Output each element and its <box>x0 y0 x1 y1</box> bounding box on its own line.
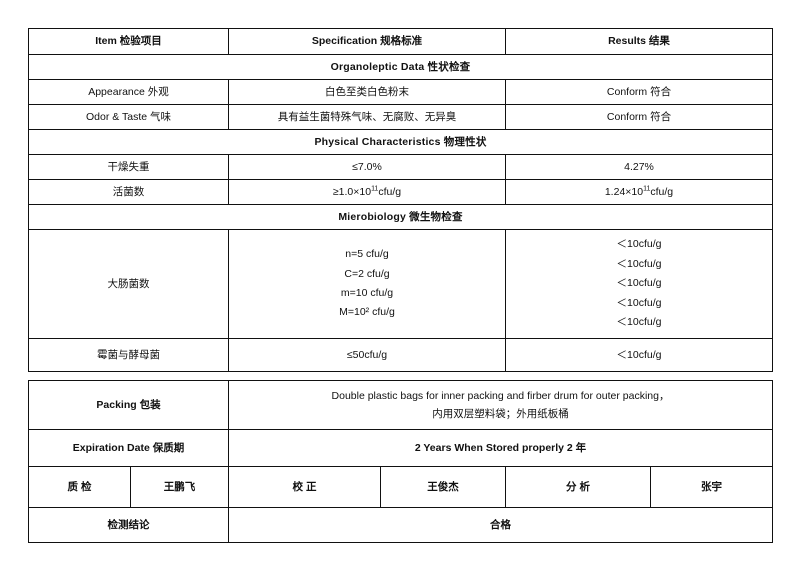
section-title: Organoleptic Data 性状检查 <box>28 54 773 80</box>
table-row: Odor & Taste 气味 具有益生菌特殊气味、无腐败、无异臭 Confor… <box>28 104 773 130</box>
row-item: Odor & Taste 气味 <box>28 104 229 130</box>
row-specification: 具有益生菌特殊气味、无腐败、无异臭 <box>228 104 506 130</box>
signature-role-verify: 校 正 <box>228 466 381 508</box>
result-suffix: cfu/g <box>650 185 674 198</box>
result-line: ＜10cfu/g <box>616 257 662 270</box>
row-result: 1.24×1011cfu/g <box>505 179 773 205</box>
row-specification: n=5 cfu/g C=2 cfu/g m=10 cfu/g M=10² cfu… <box>228 229 506 339</box>
header-item: Item 检验项目 <box>28 28 229 55</box>
spec-line: n=5 cfu/g <box>345 248 389 261</box>
table-row: Appearance 外观 白色至类白色粉末 Conform 符合 <box>28 79 773 105</box>
packing-row: Packing 包装 Double plastic bags for inner… <box>28 380 773 430</box>
header-specification: Specification 规格标准 <box>228 28 506 55</box>
row-result: ＜10cfu/g ＜10cfu/g ＜10cfu/g ＜10cfu/g ＜10c… <box>505 229 773 339</box>
spec-suffix: cfu/g <box>378 185 402 198</box>
row-result: 4.27% <box>505 154 773 180</box>
table-row: 霉菌与酵母菌 ≤50cfu/g ＜10cfu/g <box>28 338 773 372</box>
expiration-value: 2 Years When Stored properly 2 年 <box>228 429 773 467</box>
row-item: Appearance 外观 <box>28 79 229 105</box>
row-result: Conform 符合 <box>505 79 773 105</box>
section-band-organoleptic: Organoleptic Data 性状检查 <box>28 54 773 80</box>
row-specification: 白色至类白色粉末 <box>228 79 506 105</box>
row-item: 活菌数 <box>28 179 229 205</box>
signature-role-qc: 质 检 <box>28 466 131 508</box>
conclusion-row: 检测结论 合格 <box>28 507 773 543</box>
table-row: 大肠菌数 n=5 cfu/g C=2 cfu/g m=10 cfu/g M=10… <box>28 229 773 339</box>
expiration-label: Expiration Date 保质期 <box>28 429 229 467</box>
spec-line-stack: n=5 cfu/g C=2 cfu/g m=10 cfu/g M=10² cfu… <box>232 245 502 323</box>
result-line-stack: ＜10cfu/g ＜10cfu/g ＜10cfu/g ＜10cfu/g ＜10c… <box>509 235 769 332</box>
result-line: ＜10cfu/g <box>616 238 662 251</box>
result-line: ＜10cfu/g <box>616 316 662 329</box>
row-specification: ≤7.0% <box>228 154 506 180</box>
signature-role-analysis: 分 析 <box>505 466 651 508</box>
packing-label: Packing 包装 <box>28 380 229 430</box>
packing-line-en: Double plastic bags for inner packing an… <box>331 389 670 402</box>
spec-prefix: ≥1.0×10 <box>332 185 372 198</box>
table-row: 干燥失重 ≤7.0% 4.27% <box>28 154 773 180</box>
packing-and-signoff-table: Packing 包装 Double plastic bags for inner… <box>28 380 773 543</box>
spec-line: M=10² cfu/g <box>339 306 395 319</box>
packing-value: Double plastic bags for inner packing an… <box>228 380 773 430</box>
section-title: Physical Characteristics 物理性状 <box>28 129 773 155</box>
result-line: ＜10cfu/g <box>616 277 662 290</box>
result-exponent: 11 <box>643 185 651 193</box>
table-row: 活菌数 ≥1.0×1011cfu/g 1.24×1011cfu/g <box>28 179 773 205</box>
row-item: 霉菌与酵母菌 <box>28 338 229 372</box>
section-band-microbiology: Mierobiology 微生物检查 <box>28 204 773 230</box>
spec-exponent: 11 <box>371 185 379 193</box>
result-prefix: 1.24×10 <box>604 185 644 198</box>
spec-line: m=10 cfu/g <box>340 287 394 299</box>
spec-line: C=2 cfu/g <box>344 267 390 280</box>
header-results: Results 结果 <box>505 28 773 55</box>
row-item: 大肠菌数 <box>28 229 229 339</box>
row-item: 干燥失重 <box>28 154 229 180</box>
row-specification: ≤50cfu/g <box>228 338 506 372</box>
row-result: ＜10cfu/g <box>505 338 773 372</box>
analysis-results-table: Item 检验项目 Specification 规格标准 Results 结果 … <box>28 28 773 372</box>
section-title: Mierobiology 微生物检查 <box>28 204 773 230</box>
row-result: Conform 符合 <box>505 104 773 130</box>
row-specification: ≥1.0×1011cfu/g <box>228 179 506 205</box>
expiration-row: Expiration Date 保质期 2 Years When Stored … <box>28 429 773 467</box>
conclusion-value: 合格 <box>228 507 773 543</box>
section-band-physical: Physical Characteristics 物理性状 <box>28 129 773 155</box>
signature-name-verify: 王俊杰 <box>380 466 506 508</box>
conclusion-label: 检测结论 <box>28 507 229 543</box>
signature-name-qc: 王鹏飞 <box>130 466 229 508</box>
signature-name-analysis: 张宇 <box>650 466 773 508</box>
packing-line-cn: 内用双层塑料袋；外用纸板桶 <box>432 408 569 420</box>
table-header-row: Item 检验项目 Specification 规格标准 Results 结果 <box>28 28 773 55</box>
result-line: ＜10cfu/g <box>616 296 662 309</box>
signature-row: 质 检 王鹏飞 校 正 王俊杰 分 析 张宇 <box>28 466 773 508</box>
